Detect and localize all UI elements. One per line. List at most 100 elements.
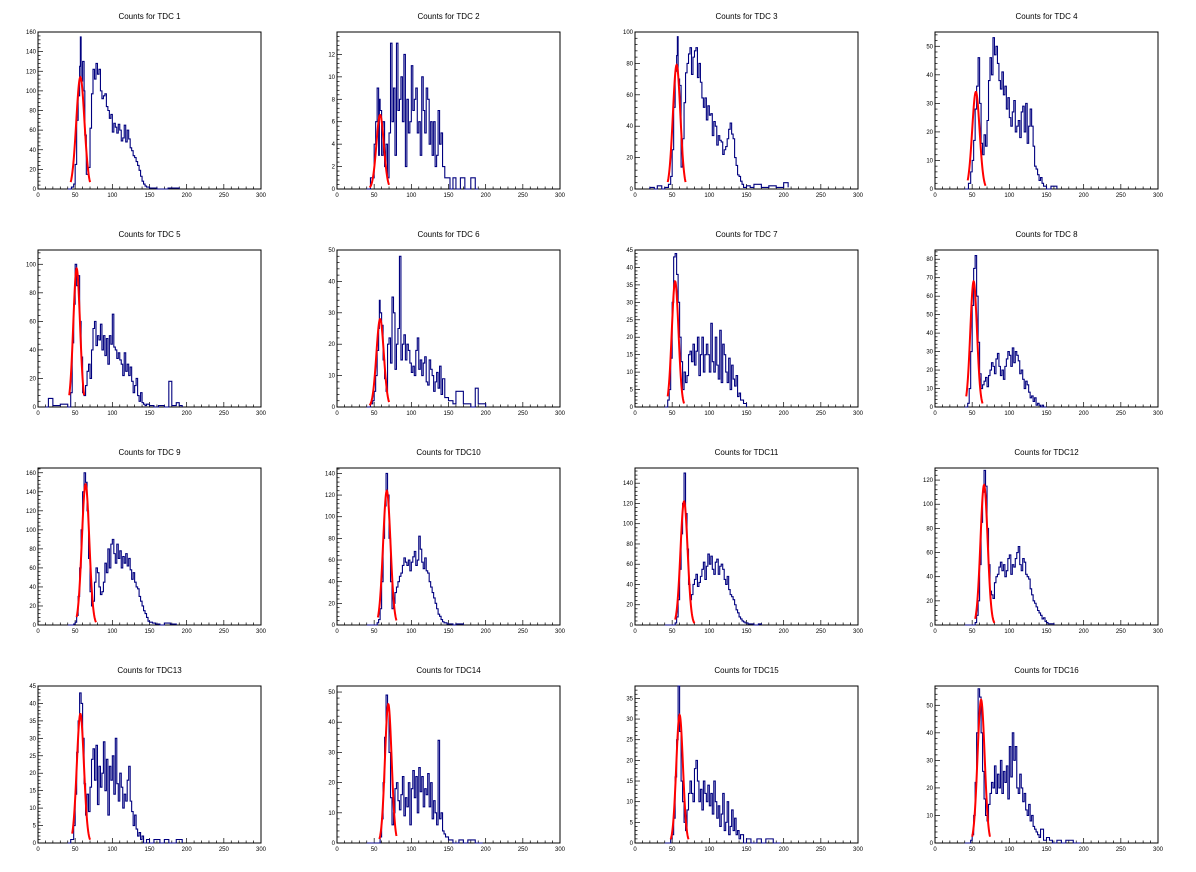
y-tick-label: 120 xyxy=(623,501,634,507)
y-tick-label: 20 xyxy=(626,335,633,341)
x-tick-label: 200 xyxy=(182,193,193,199)
y-tick-label: 0 xyxy=(630,405,634,411)
gaussian-fit-curve xyxy=(378,702,398,840)
x-tick-label: 300 xyxy=(853,411,864,417)
x-tick-label: 100 xyxy=(107,847,118,853)
y-tick-label: 10 xyxy=(29,806,36,812)
x-tick-label: 150 xyxy=(144,629,155,635)
chart-title: Counts for TDC 7 xyxy=(715,230,778,239)
chart-title: Counts for TDC11 xyxy=(715,448,779,457)
x-tick-label: 100 xyxy=(704,193,715,199)
y-tick-label: 20 xyxy=(29,771,36,777)
histogram-series xyxy=(45,263,183,408)
y-tick-label: 60 xyxy=(926,551,933,557)
y-tick-label: 40 xyxy=(926,331,933,337)
y-tick-label: 100 xyxy=(623,522,634,528)
x-tick-label: 250 xyxy=(219,411,230,417)
y-tick-label: 40 xyxy=(29,348,36,354)
x-tick-label: 100 xyxy=(704,629,715,635)
y-tick-label: 40 xyxy=(29,585,36,591)
y-tick-label: 10 xyxy=(626,800,633,806)
y-tick-label: 160 xyxy=(26,471,37,477)
histogram-series xyxy=(366,255,487,408)
x-tick-label: 0 xyxy=(933,629,937,635)
x-tick-label: 200 xyxy=(1079,411,1090,417)
y-tick-label: 120 xyxy=(923,478,934,484)
x-tick-label: 50 xyxy=(669,411,676,417)
plot-frame xyxy=(336,685,561,844)
x-tick-label: 100 xyxy=(406,847,417,853)
x-tick-label: 0 xyxy=(933,193,937,199)
y-tick-label: 45 xyxy=(29,684,36,690)
y-tick-label: 20 xyxy=(29,604,36,610)
x-tick-label: 150 xyxy=(1041,629,1052,635)
x-tick-label: 300 xyxy=(555,629,566,635)
y-tick-label: 100 xyxy=(26,89,37,95)
x-tick-label: 150 xyxy=(741,193,752,199)
y-tick-label: 140 xyxy=(325,471,336,477)
y-tick-label: 30 xyxy=(626,717,633,723)
x-tick-label: 300 xyxy=(555,847,566,853)
y-tick-label: 40 xyxy=(926,575,933,581)
y-tick-label: 25 xyxy=(626,738,633,744)
x-tick-label: 0 xyxy=(633,629,637,635)
x-tick-label: 150 xyxy=(144,193,155,199)
x-tick-label: 300 xyxy=(555,193,566,199)
y-tick-label: 10 xyxy=(926,813,933,819)
y-tick-label: 45 xyxy=(626,248,633,254)
y-tick-label: 40 xyxy=(626,265,633,271)
y-tick-label: 0 xyxy=(332,623,336,629)
y-tick-label: 30 xyxy=(926,758,933,764)
gaussian-fit-curve xyxy=(666,63,687,183)
histogram-panel: Counts for TDC 3 0 50 100 150 200 250 300 0 20 40 6… xyxy=(623,12,864,199)
y-tick-label: 80 xyxy=(29,291,36,297)
x-tick-label: 250 xyxy=(518,847,529,853)
x-tick-label: 50 xyxy=(969,847,976,853)
gaussian-fit-curve xyxy=(966,91,987,187)
x-tick-label: 300 xyxy=(256,629,267,635)
x-tick-label: 100 xyxy=(1004,847,1015,853)
x-tick-label: 0 xyxy=(633,411,637,417)
gaussian-fit-curve xyxy=(69,75,92,183)
histogram-panel: Counts for TDC11 0 50 100 150 200 250 300 0 20 40 6… xyxy=(623,448,864,635)
y-tick-label: 0 xyxy=(630,187,634,193)
y-tick-label: 20 xyxy=(926,599,933,605)
y-tick-label: 20 xyxy=(626,603,633,609)
x-tick-label: 50 xyxy=(969,193,976,199)
chart-title: Counts for TDC 4 xyxy=(1015,12,1078,21)
x-tick-label: 100 xyxy=(406,193,417,199)
x-tick-label: 50 xyxy=(669,847,676,853)
x-tick-label: 100 xyxy=(107,193,118,199)
chart-title: Counts for TDC14 xyxy=(416,666,481,675)
x-tick-label: 0 xyxy=(633,847,637,853)
y-tick-label: 6 xyxy=(332,120,336,126)
plot-frame xyxy=(37,249,262,408)
x-tick-label: 0 xyxy=(335,411,339,417)
y-tick-label: 80 xyxy=(29,109,36,115)
y-tick-label: 50 xyxy=(328,248,335,254)
x-tick-label: 50 xyxy=(72,193,79,199)
x-tick-label: 50 xyxy=(371,193,378,199)
x-tick-label: 150 xyxy=(144,411,155,417)
plot-frame xyxy=(934,31,1159,190)
histogram-panel: Counts for TDC13 0 50 100 150 200 250 300 0 5 10 15… xyxy=(29,666,266,853)
y-tick-label: 0 xyxy=(930,405,934,411)
x-tick-label: 250 xyxy=(219,847,230,853)
histogram-panel: Counts for TDC 6 0 50 100 150 200 250 300 0 10 20 3… xyxy=(328,230,565,417)
chart-title: Counts for TDC 9 xyxy=(118,448,181,457)
y-tick-label: 20 xyxy=(328,342,335,348)
y-tick-label: 15 xyxy=(626,353,633,359)
x-tick-label: 50 xyxy=(371,629,378,635)
x-tick-label: 100 xyxy=(1004,411,1015,417)
gaussian-fit-curve xyxy=(974,483,996,624)
histogram-panel: Counts for TDC 8 0 50 100 150 200 250 300 0 10 20 3… xyxy=(926,230,1163,417)
x-tick-label: 50 xyxy=(371,847,378,853)
plot-frame xyxy=(37,467,262,626)
histogram-panel: Counts for TDC16 0 50 100 150 200 250 300 0 10 20 3… xyxy=(926,666,1163,853)
x-tick-label: 200 xyxy=(779,411,790,417)
histogram-series xyxy=(964,254,1047,408)
histogram-series xyxy=(649,36,789,190)
x-tick-label: 100 xyxy=(1004,629,1015,635)
x-tick-label: 50 xyxy=(72,847,79,853)
x-tick-label: 200 xyxy=(182,629,193,635)
